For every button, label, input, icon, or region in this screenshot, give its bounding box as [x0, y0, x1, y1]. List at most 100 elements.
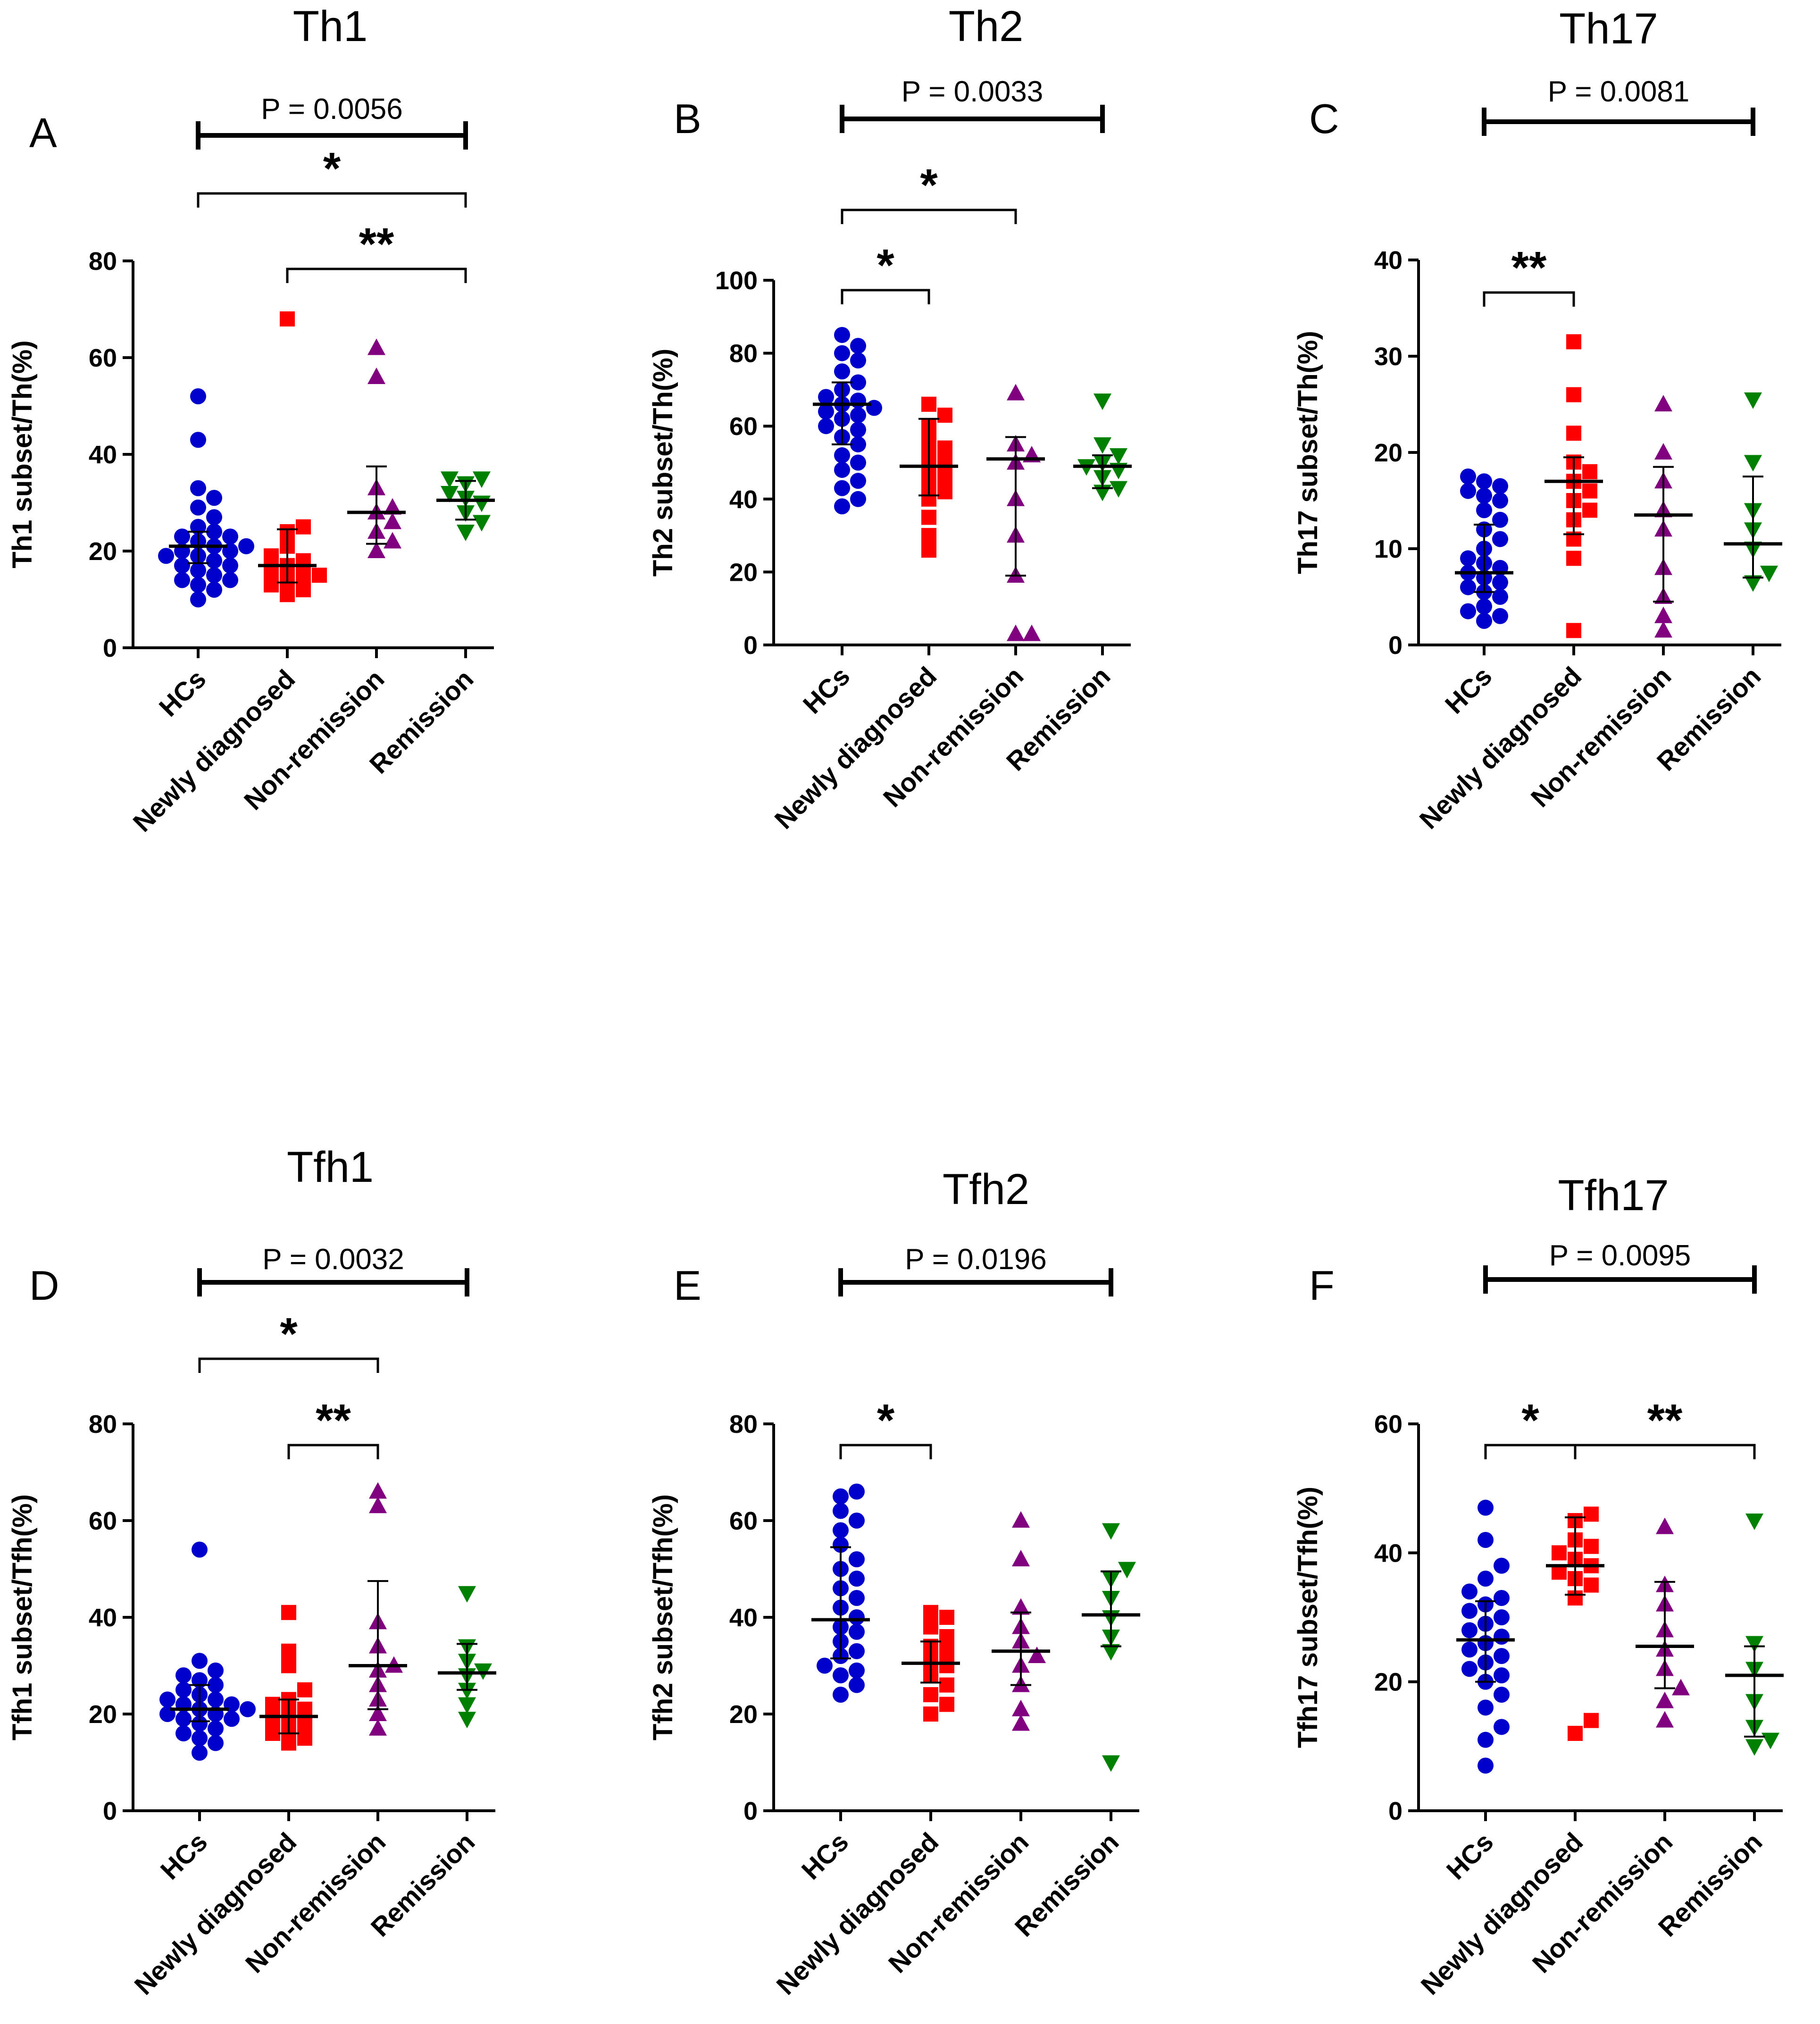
data-point [1102, 1755, 1120, 1772]
data-point [1656, 1517, 1674, 1534]
data-point [1582, 483, 1597, 499]
data-point [192, 1653, 208, 1669]
data-point [1007, 384, 1025, 401]
panel-letter: D [29, 1262, 59, 1309]
data-point [923, 1706, 938, 1722]
significance-label: * [877, 1395, 895, 1446]
data-point [1584, 1713, 1599, 1728]
data-point [280, 311, 295, 326]
significance-bracket [839, 1444, 932, 1459]
data-point [369, 1719, 387, 1736]
data-point [1494, 1648, 1510, 1664]
chart-panel-b: Th2 B 0 20 40 60 80 100 Th2 subset/Th(%) HCsNewly… [648, 2, 1132, 835]
significance-label: ** [1647, 1395, 1683, 1446]
data-point [1656, 1711, 1674, 1728]
chart-title: Th17 [1559, 5, 1658, 53]
data-point [1028, 1647, 1046, 1663]
data-point [367, 368, 385, 384]
data-point [238, 538, 254, 554]
y-tick-label: 10 [1374, 535, 1403, 563]
significance-bracket [286, 268, 467, 283]
data-point [937, 440, 952, 456]
y-tick-label: 0 [103, 1797, 117, 1825]
data-point [1478, 1757, 1494, 1774]
x-tick-label: HCs [1441, 1827, 1499, 1885]
data-point [190, 499, 206, 516]
data-point [923, 1687, 938, 1702]
data-point [1494, 1667, 1510, 1683]
chart-panel-e: Tfh2 E 0 20 40 60 80 Tfh2 subset/Tfh(%) HCsNewly… [648, 1165, 1140, 2000]
data-point [1745, 1636, 1763, 1653]
data-point [1492, 608, 1508, 624]
data-point [224, 1711, 240, 1727]
data-point [1023, 624, 1041, 641]
data-point [206, 490, 222, 506]
y-axis-label: Th17 subset/Th(%) [1293, 331, 1323, 574]
data-point [921, 543, 936, 558]
data-point [939, 1658, 954, 1673]
data-point [1012, 1511, 1030, 1528]
data-point [458, 1712, 476, 1729]
data-point [1566, 426, 1581, 441]
data-point [369, 1482, 387, 1499]
p-value-label: P = 0.0081 [1548, 75, 1690, 108]
data-point [850, 421, 866, 438]
data-point [939, 1697, 954, 1712]
data-point [208, 1662, 224, 1679]
data-point [473, 495, 491, 512]
data-point [1566, 334, 1581, 350]
data-point [1762, 1732, 1779, 1749]
significance-label: * [1521, 1395, 1539, 1446]
data-point [937, 408, 952, 423]
data-point [208, 1720, 224, 1737]
data-point [240, 1701, 256, 1717]
data-point [1672, 1679, 1690, 1696]
data-point [833, 1503, 849, 1519]
data-point [296, 582, 311, 597]
y-tick-label: 0 [1388, 1797, 1403, 1825]
y-tick-label: 20 [1374, 439, 1403, 467]
x-tick-label: HCs [153, 664, 212, 722]
data-point [1566, 623, 1581, 638]
significance-label: * [920, 160, 938, 210]
data-point [1476, 598, 1492, 615]
data-point [1654, 621, 1672, 638]
data-point [1654, 443, 1672, 460]
data-point [834, 345, 850, 361]
y-tick-label: 20 [729, 1700, 758, 1729]
y-tick-label: 40 [729, 1604, 758, 1632]
data-point [473, 471, 491, 488]
data-point [208, 1677, 224, 1693]
y-tick-label: 60 [729, 412, 758, 441]
data-point [833, 1537, 849, 1553]
data-point [264, 577, 279, 593]
data-point [1744, 392, 1762, 409]
data-point [297, 1716, 312, 1731]
data-point [1584, 1506, 1599, 1522]
data-point [818, 403, 834, 420]
data-point [850, 473, 866, 489]
data-point [850, 352, 866, 369]
data-point [1461, 1583, 1478, 1600]
y-tick-label: 60 [729, 1507, 758, 1535]
data-point [921, 510, 936, 525]
data-point [849, 1513, 865, 1529]
y-tick-label: 100 [715, 267, 758, 295]
data-point [281, 1658, 296, 1673]
significance-bracket [197, 192, 467, 208]
data-point [1568, 1726, 1583, 1741]
x-tick-label: HCs [155, 1827, 213, 1885]
data-point [1654, 606, 1672, 623]
y-tick-label: 80 [89, 1410, 117, 1439]
data-point [312, 568, 327, 583]
p-value-label: P = 0.0032 [262, 1243, 404, 1276]
data-point [192, 1715, 208, 1732]
y-axis-label: Tfh1 subset/Tfh(%) [7, 1494, 38, 1740]
significance-label: * [323, 143, 341, 194]
data-point [367, 542, 385, 558]
significance-bracket [1483, 291, 1575, 307]
data-point [1476, 502, 1492, 519]
data-point [1492, 478, 1508, 494]
y-tick-label: 60 [1374, 1410, 1403, 1439]
